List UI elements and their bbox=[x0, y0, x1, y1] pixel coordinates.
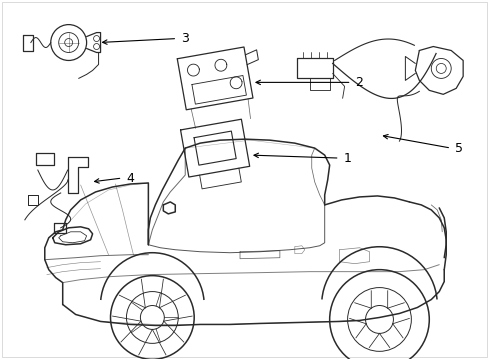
Text: 3: 3 bbox=[181, 32, 189, 45]
Text: 4: 4 bbox=[126, 171, 134, 185]
Text: 1: 1 bbox=[343, 152, 351, 165]
Text: 5: 5 bbox=[455, 141, 463, 155]
Text: 2: 2 bbox=[356, 76, 364, 89]
